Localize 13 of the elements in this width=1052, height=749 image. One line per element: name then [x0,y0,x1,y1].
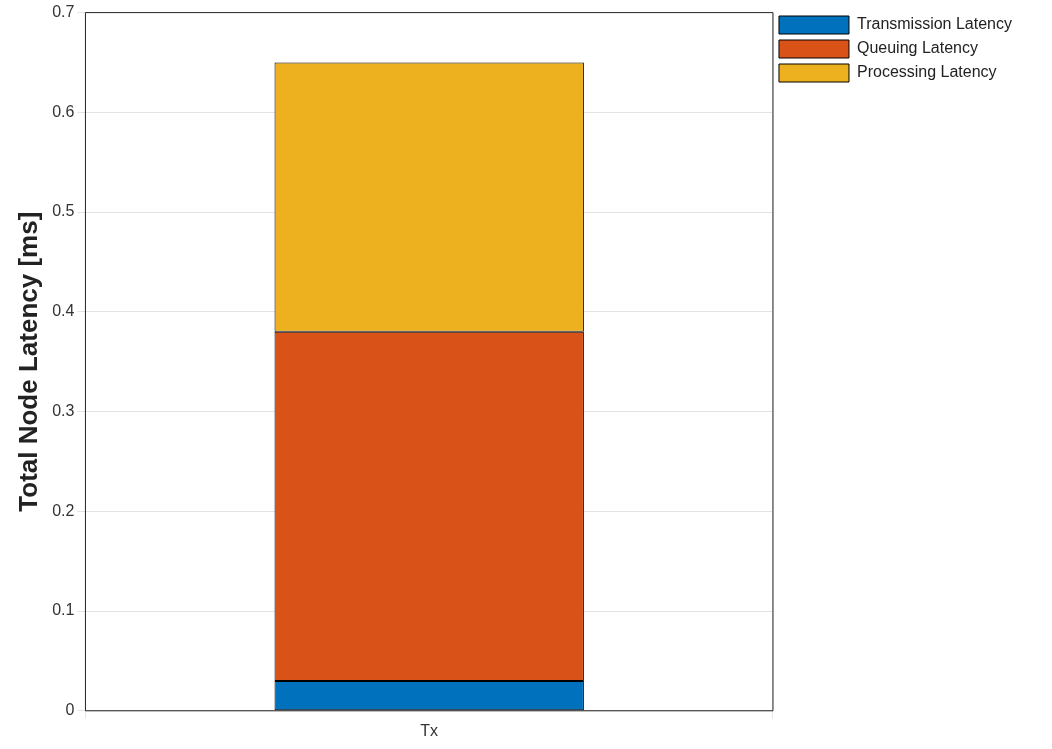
y-tick-label: 0.4 [52,302,75,320]
y-axis-title: Total Node Latency [ms] [12,211,43,512]
y-tick-label: 0 [65,701,75,719]
x-tick-label: Tx [420,721,439,739]
y-tick-label: 0.1 [52,601,75,619]
legend-label: Processing Latency [856,63,997,81]
y-tick-label: 0.6 [52,102,75,120]
y-tick-label: 0.7 [52,3,75,21]
y-tick-label: 0.5 [52,202,75,220]
y-tick-label: 0.3 [52,401,75,419]
legend-label: Transmission Latency [856,15,1013,33]
y-tick-label: 0.2 [52,501,75,519]
legend-label: Queuing Latency [856,39,978,57]
